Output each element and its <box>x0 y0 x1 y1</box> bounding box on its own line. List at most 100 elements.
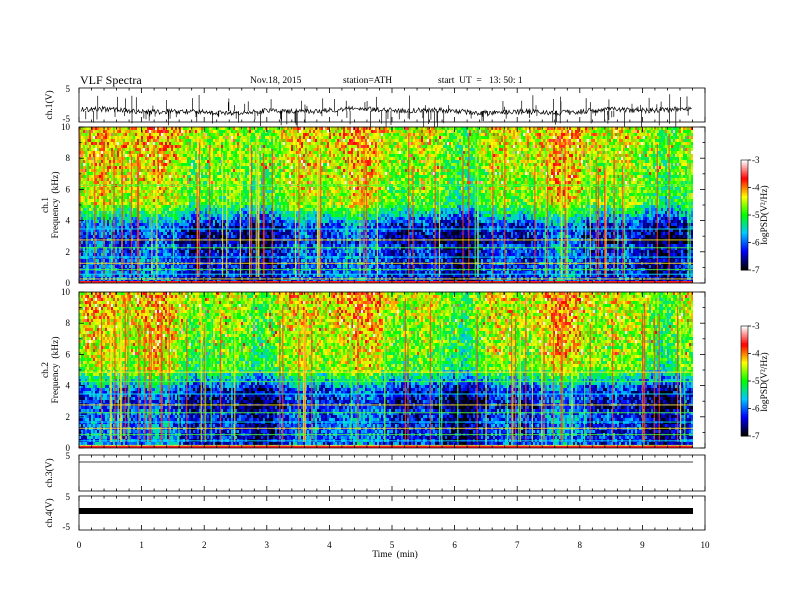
spectrogram-cell <box>261 208 263 211</box>
spectrogram-cell <box>135 271 137 274</box>
spectrogram-cell <box>149 154 151 157</box>
spectrogram-cell <box>107 223 109 226</box>
spectrogram-cell <box>215 181 217 184</box>
spectrogram-cell <box>195 157 197 160</box>
spectrogram-cell <box>149 211 151 214</box>
spectrogram-cell <box>127 178 129 181</box>
spectrogram-cell <box>167 190 169 193</box>
spectrogram-cell <box>213 259 215 262</box>
spectrogram-cell <box>205 133 207 136</box>
spectrogram-cell <box>139 148 141 151</box>
spectrogram-cell <box>241 259 243 262</box>
spectrogram-cell <box>255 127 257 130</box>
spectrogram-cell <box>181 232 183 235</box>
spectrogram-cell <box>173 154 175 157</box>
spectrogram-cell <box>89 271 91 274</box>
spectrogram-cell <box>127 166 129 169</box>
spectrogram-cell <box>141 136 143 139</box>
spectrogram-cell <box>237 139 239 142</box>
spectrogram-cell <box>101 133 103 136</box>
spectrogram-cell <box>191 244 193 247</box>
spectrogram-cell <box>167 142 169 145</box>
spectrogram-cell <box>127 160 129 163</box>
spectrogram-cell <box>165 217 167 220</box>
spectrogram-cell <box>265 133 267 136</box>
spectrogram-cell <box>225 139 227 142</box>
spectrogram-cell <box>109 208 111 211</box>
spectrogram-cell <box>91 175 93 178</box>
spectrogram-cell <box>105 181 107 184</box>
spectrogram-cell <box>135 178 137 181</box>
spectrogram-cell <box>145 217 147 220</box>
spectrogram-cell <box>167 139 169 142</box>
spectrogram-cell <box>97 130 99 133</box>
spectrogram-cell <box>169 265 171 268</box>
spectrogram-cell <box>85 127 87 130</box>
spectrogram-cell <box>183 214 185 217</box>
spectrogram-cell <box>227 232 229 235</box>
spectrogram-cell <box>257 133 259 136</box>
spectrogram-cell <box>85 136 87 139</box>
spectrogram-cell <box>97 193 99 196</box>
spectrogram-cell <box>185 214 187 217</box>
spectrogram-cell <box>161 172 163 175</box>
spectrogram-cell <box>99 214 101 217</box>
spectrogram-cell <box>153 205 155 208</box>
spectrogram-cell <box>183 154 185 157</box>
spectrogram-cell <box>217 166 219 169</box>
spectrogram-cell <box>153 211 155 214</box>
spectrogram-cell <box>183 130 185 133</box>
spectrogram-cell <box>165 154 167 157</box>
spectrogram-cell <box>101 253 103 256</box>
spectrogram-cell <box>147 172 149 175</box>
spectrogram-cell <box>119 172 121 175</box>
spectrogram-cell <box>241 271 243 274</box>
spectrogram-cell <box>91 271 93 274</box>
spectrogram-cell <box>243 166 245 169</box>
spectrogram-cell <box>89 178 91 181</box>
spectrogram-cell <box>201 205 203 208</box>
spectrogram-cell <box>93 127 95 130</box>
spectrogram-cell <box>247 157 249 160</box>
spectrogram-cell <box>133 160 135 163</box>
spectrogram-cell <box>97 142 99 145</box>
spectrogram-cell <box>231 166 233 169</box>
spectrogram-cell <box>143 196 145 199</box>
spectrogram-cell <box>159 187 161 190</box>
spectrogram-cell <box>223 190 225 193</box>
spectrogram-cell <box>113 142 115 145</box>
spectrogram-cell <box>241 190 243 193</box>
spectrogram-cell <box>91 244 93 247</box>
spectrogram-cell <box>97 211 99 214</box>
spectrogram-cell <box>123 190 125 193</box>
spectrogram-cell <box>245 217 247 220</box>
spectrogram-cell <box>179 259 181 262</box>
spectrogram-cell <box>205 172 207 175</box>
spectrogram-cell <box>227 220 229 223</box>
spectrogram-cell <box>217 139 219 142</box>
spectrogram-cell <box>137 133 139 136</box>
spectrogram-cell <box>141 235 143 238</box>
spectrogram-cell <box>123 166 125 169</box>
spectrogram-cell <box>147 136 149 139</box>
spectrogram-cell <box>243 217 245 220</box>
spectrogram-cell <box>177 127 179 130</box>
spectrogram-cell <box>161 253 163 256</box>
spectrogram-cell <box>97 136 99 139</box>
spectrogram-cell <box>143 169 145 172</box>
spectrogram-cell <box>145 151 147 154</box>
spectrogram-cell <box>205 175 207 178</box>
spectrogram-cell <box>139 253 141 256</box>
spectrogram-cell <box>233 181 235 184</box>
spectrogram-cell <box>189 178 191 181</box>
spectrogram-cell <box>145 202 147 205</box>
spectrogram-cell <box>105 166 107 169</box>
spectrogram-cell <box>97 202 99 205</box>
spectrogram-cell <box>99 127 101 130</box>
spectrogram-cell <box>117 133 119 136</box>
spectrogram-cell <box>163 253 165 256</box>
spectrogram-cell <box>127 196 129 199</box>
spectrogram-cell <box>183 163 185 166</box>
spectrogram-cell <box>99 187 101 190</box>
